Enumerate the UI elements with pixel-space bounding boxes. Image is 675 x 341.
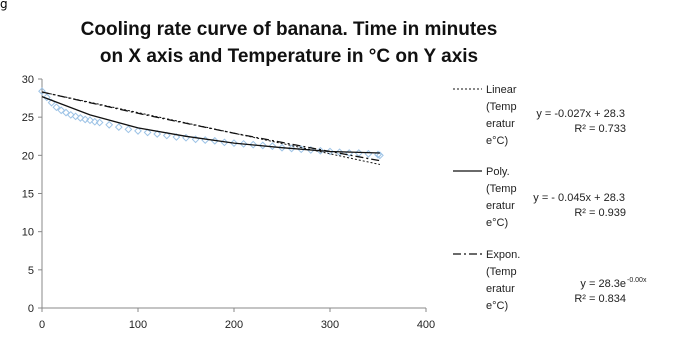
data-point <box>57 106 66 115</box>
trendline-equation: y = 28.3e <box>580 278 626 290</box>
data-point <box>62 108 70 117</box>
legend-label-line: e°C) <box>486 300 508 312</box>
chart-title-line: on X axis and Temperature in °C on Y axi… <box>100 46 478 67</box>
data-point <box>364 149 373 158</box>
data-point <box>316 146 325 155</box>
legend-label-line: (Temp <box>486 266 517 278</box>
trendline-r-squared: R² = 0.834 <box>574 293 626 305</box>
data-point <box>90 117 99 126</box>
x-tick-label: 0 <box>39 319 45 331</box>
data-point <box>230 139 238 148</box>
legend-label-line: e°C) <box>486 135 508 147</box>
legend-label-line: Poly. <box>486 166 510 178</box>
data-point <box>71 112 80 121</box>
data-point <box>201 136 210 144</box>
y-tick-label: 10 <box>22 227 34 239</box>
data-point <box>86 116 94 125</box>
legend-label-line: eratur <box>486 200 515 212</box>
data-point <box>134 126 142 135</box>
x-tick-label: 100 <box>129 319 147 331</box>
data-point <box>258 141 267 150</box>
y-tick-label: 5 <box>28 265 34 277</box>
trendline-equation: y = -0.027x + 28.3 <box>536 108 625 120</box>
x-tick-label: 200 <box>225 319 243 331</box>
y-tick-label: 20 <box>22 150 34 162</box>
legend-label-line: eratur <box>486 118 515 130</box>
data-point <box>278 143 286 152</box>
trendline-dash-dot <box>41 91 381 162</box>
trendline-solid <box>41 95 380 154</box>
x-tick-label: 400 <box>417 319 435 331</box>
trendline-r-squared: R² = 0.939 <box>574 207 626 219</box>
legend-label-line: (Temp <box>486 101 517 113</box>
legend-label-line: Linear <box>486 84 517 96</box>
data-point <box>52 103 61 112</box>
y-tick-label: 0 <box>28 303 34 315</box>
data-point <box>268 142 277 151</box>
data-point <box>95 118 104 127</box>
legend-label-line: Expon. <box>486 249 520 261</box>
corner-text: g <box>0 0 8 11</box>
x-tick-label: 300 <box>321 319 339 331</box>
chart-title-line: Cooling rate curve of banana. Time in mi… <box>81 19 498 40</box>
trendline-equation: y = - 0.045x + 28.3 <box>533 192 625 204</box>
data-point <box>249 140 258 149</box>
data-point <box>143 128 152 137</box>
data-point <box>172 133 181 141</box>
data-point <box>105 120 114 129</box>
data-point <box>114 123 123 131</box>
data-point <box>162 131 171 140</box>
data-point <box>66 110 75 119</box>
data-point <box>38 87 46 96</box>
legend-label-line: (Temp <box>486 183 517 195</box>
data-point <box>42 93 51 102</box>
data-point <box>124 125 133 134</box>
data-point <box>153 130 162 138</box>
data-point <box>376 151 384 160</box>
legend-label-line: e°C) <box>486 217 508 229</box>
y-tick-label: 30 <box>22 74 34 86</box>
y-tick-label: 15 <box>22 189 34 201</box>
data-point <box>76 114 85 122</box>
data-point <box>297 145 306 154</box>
data-point <box>239 139 248 148</box>
trendline-r-squared: R² = 0.733 <box>574 123 626 135</box>
data-point <box>81 115 90 124</box>
y-tick-label: 25 <box>22 112 34 124</box>
legend-label-line: eratur <box>486 283 515 295</box>
data-point <box>287 144 296 153</box>
trendline-equation-exponent: -0.00x <box>627 277 647 284</box>
